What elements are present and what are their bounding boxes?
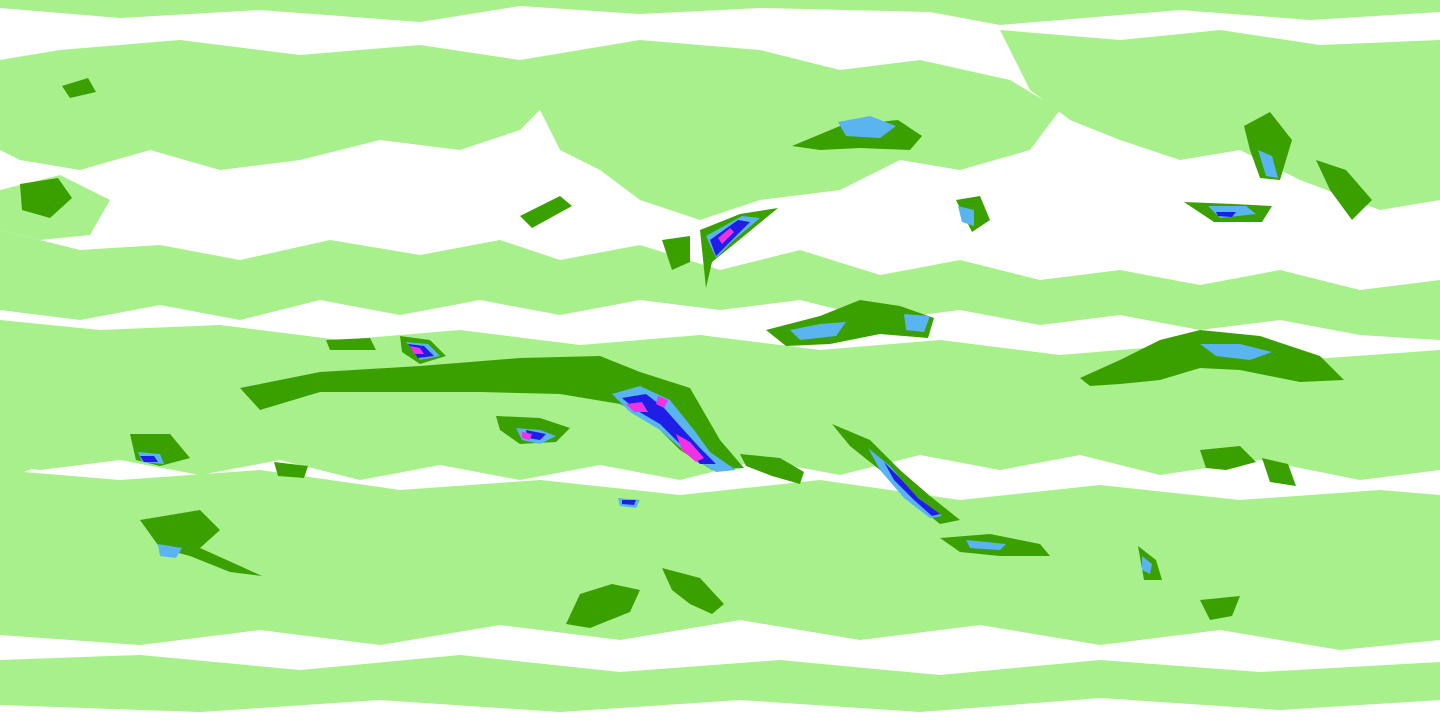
contour-area-level-2 — [240, 356, 744, 470]
contour-area-level-2 — [662, 568, 724, 614]
contour-area-level-5 — [410, 346, 424, 354]
contour-level-5 — [410, 228, 734, 462]
contour-area-level-4 — [1216, 212, 1236, 217]
contour-area-level-2 — [1200, 446, 1256, 470]
contour-area-level-2 — [1262, 458, 1296, 486]
contour-area-level-2 — [520, 196, 572, 228]
contour-area-level-3 — [904, 314, 930, 332]
contour-area-level-1 — [0, 0, 1440, 25]
contour-area-level-2 — [326, 338, 376, 350]
contour-area-level-5 — [522, 432, 532, 440]
contour-area-level-1 — [0, 655, 1440, 712]
contour-area-level-4 — [140, 456, 158, 462]
contour-area-level-3 — [958, 206, 974, 226]
contour-area-level-1 — [0, 40, 560, 170]
contour-area-level-2 — [700, 208, 778, 288]
contour-area-level-5 — [656, 396, 668, 408]
contour-area-level-5 — [676, 434, 704, 462]
contour-area-level-3 — [1258, 150, 1278, 178]
contour-area-level-2 — [62, 78, 96, 98]
contour-area-level-3 — [838, 116, 896, 138]
contour-area-level-5 — [626, 402, 648, 412]
contour-area-level-2 — [662, 236, 690, 270]
contour-area-level-2 — [740, 454, 804, 484]
contour-area-level-1 — [0, 370, 60, 480]
contour-area-level-1 — [0, 320, 1440, 480]
contour-area-level-2 — [566, 584, 640, 628]
contour-area-level-5 — [718, 228, 734, 244]
contour-area-level-2 — [1200, 596, 1240, 620]
contour-area-level-3 — [1200, 344, 1272, 360]
contour-area-level-2 — [1316, 160, 1372, 220]
contour-area-level-2 — [274, 462, 308, 478]
contour-area-level-1 — [520, 40, 1060, 220]
contour-area-level-4 — [710, 220, 750, 256]
contour-area-level-3 — [1142, 556, 1152, 574]
contour-area-level-3 — [966, 540, 1006, 550]
contour-area-level-2 — [1080, 330, 1344, 386]
contour-area-level-4 — [526, 430, 546, 440]
contour-area-level-3 — [158, 544, 182, 558]
contour-area-level-3 — [790, 322, 846, 340]
contour-area-level-2 — [140, 510, 262, 576]
contour-area-level-1 — [0, 470, 1440, 650]
contour-area-level-4 — [884, 462, 940, 516]
contour-area-level-2 — [1244, 112, 1292, 180]
contour-area-level-2 — [20, 178, 72, 218]
contour-area-level-4 — [622, 500, 636, 505]
contour-area-level-1 — [0, 230, 1440, 340]
